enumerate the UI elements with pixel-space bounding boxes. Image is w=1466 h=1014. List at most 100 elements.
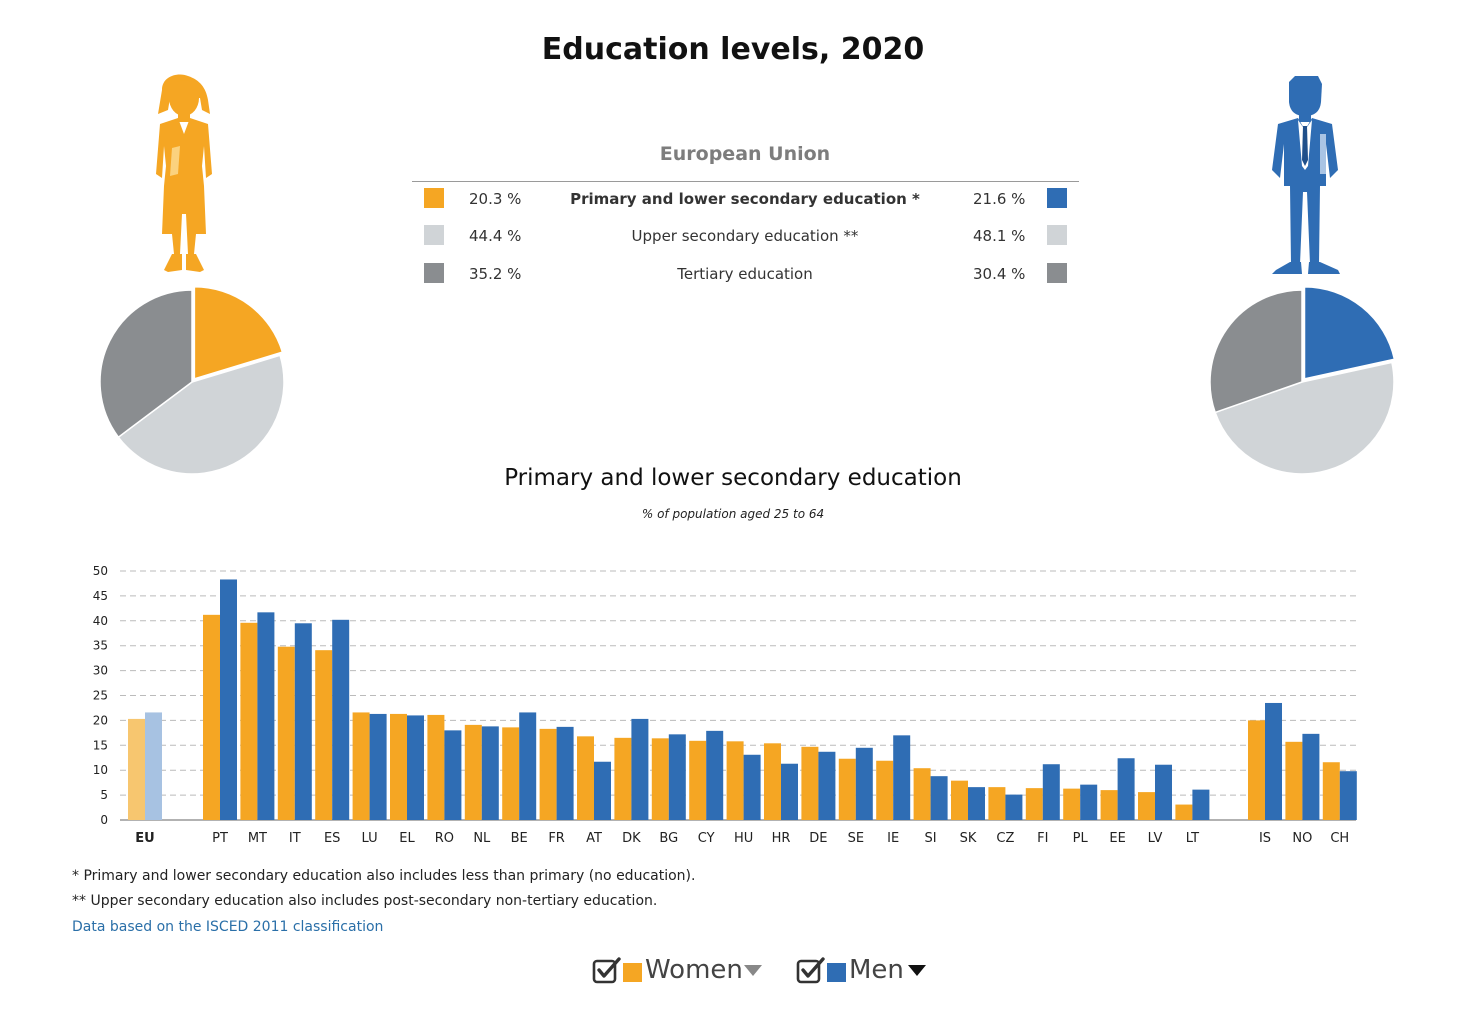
bar-de-men[interactable] <box>818 751 836 820</box>
bar-sk-women[interactable] <box>951 780 968 820</box>
bar-no-women[interactable] <box>1285 741 1303 820</box>
bar-ch-women[interactable] <box>1322 762 1340 820</box>
legend-value-women-upper: 44.4 % <box>469 227 522 245</box>
bar-it-women[interactable] <box>277 646 295 820</box>
bar-bg-men[interactable] <box>668 734 686 820</box>
bar-hu-men[interactable] <box>743 754 761 820</box>
bar-nl-women[interactable] <box>464 724 482 820</box>
bar-cy-men[interactable] <box>706 730 724 820</box>
y-tick-label: 0 <box>100 813 108 827</box>
bar-dk-women[interactable] <box>614 737 632 820</box>
pie-slice-men-upper-secondary <box>1214 361 1395 475</box>
bar-be-women[interactable] <box>502 727 520 820</box>
legend-label-primary: Primary and lower secondary education * <box>570 190 920 208</box>
bar-at-men[interactable] <box>594 761 611 820</box>
legend-value-men-upper: 48.1 % <box>973 227 1026 245</box>
bar-mt-men[interactable] <box>257 612 275 820</box>
bar-fr-men[interactable] <box>556 726 574 820</box>
bar-lt-women[interactable] <box>1175 804 1193 820</box>
bar-ee-men[interactable] <box>1117 758 1135 820</box>
legend-row-primary: 20.3 % Primary and lower secondary educa… <box>412 188 1079 218</box>
bar-eu-women[interactable] <box>128 718 145 820</box>
bar-cz-men[interactable] <box>1005 794 1023 820</box>
bar-fi-women[interactable] <box>1025 788 1043 820</box>
bar-lv-women[interactable] <box>1138 792 1155 820</box>
region-title: European Union <box>659 143 831 165</box>
bar-es-men[interactable] <box>332 619 350 820</box>
bar-sk-men[interactable] <box>968 787 985 820</box>
bar-si-men[interactable] <box>930 776 948 820</box>
legend-value-men-tertiary: 30.4 % <box>973 265 1026 283</box>
bar-hu-women[interactable] <box>726 741 744 820</box>
legend-swatch-men-upper <box>1047 225 1067 245</box>
bar-lv-men[interactable] <box>1155 764 1172 820</box>
x-tick-label: EU <box>135 831 154 846</box>
pie-chart-men <box>1209 286 1396 475</box>
legend-divider <box>412 181 1079 182</box>
bar-ie-men[interactable] <box>893 735 911 820</box>
legend-swatch-women-primary <box>424 188 444 208</box>
men-color-swatch <box>827 963 846 982</box>
women-series-toggle[interactable]: Women <box>592 955 767 989</box>
bar-nl-men[interactable] <box>481 726 499 820</box>
man-figure-icon <box>1272 76 1340 274</box>
bar-pl-women[interactable] <box>1063 788 1081 820</box>
isced-classification-link[interactable]: Data based on the ISCED 2011 classificat… <box>72 919 384 935</box>
bar-ro-women[interactable] <box>427 714 445 820</box>
bar-be-men[interactable] <box>519 712 537 820</box>
bar-de-women[interactable] <box>801 746 819 820</box>
men-series-toggle[interactable]: Men <box>796 955 936 989</box>
y-tick-label: 35 <box>93 639 108 653</box>
x-tick-label: RO <box>435 831 454 846</box>
legend-row-tertiary: 35.2 % Tertiary education 30.4 % <box>412 263 1079 293</box>
y-tick-label: 15 <box>93 738 108 752</box>
bar-lu-men[interactable] <box>369 713 387 820</box>
bar-ro-men[interactable] <box>444 730 462 820</box>
bar-ie-women[interactable] <box>876 760 894 820</box>
bar-lt-men[interactable] <box>1192 789 1210 820</box>
bar-at-women[interactable] <box>577 736 594 820</box>
bar-eu-men[interactable] <box>145 712 162 820</box>
bar-fi-men[interactable] <box>1042 764 1060 820</box>
bar-el-men[interactable] <box>407 715 424 820</box>
bar-el-women[interactable] <box>390 713 407 820</box>
checkbox-checked-icon[interactable] <box>592 957 622 985</box>
bar-se-men[interactable] <box>855 747 873 820</box>
bar-ch-men[interactable] <box>1339 771 1357 820</box>
x-tick-label: SK <box>960 831 977 846</box>
bar-cy-women[interactable] <box>689 740 707 820</box>
pie-chart-women <box>99 286 285 475</box>
bar-hr-men[interactable] <box>781 763 798 820</box>
bar-fr-women[interactable] <box>539 728 557 820</box>
bar-hr-women[interactable] <box>764 743 781 820</box>
legend-value-women-primary: 20.3 % <box>469 190 522 208</box>
x-tick-label: IS <box>1259 831 1271 846</box>
checkbox-checked-icon[interactable] <box>796 957 826 985</box>
bar-dk-men[interactable] <box>631 718 649 820</box>
bar-se-women[interactable] <box>838 758 856 820</box>
bar-pl-men[interactable] <box>1080 784 1098 820</box>
bar-lu-women[interactable] <box>352 712 370 820</box>
bar-is-men[interactable] <box>1265 702 1282 820</box>
x-tick-label: IT <box>289 831 301 846</box>
bar-cz-women[interactable] <box>988 787 1006 820</box>
bar-mt-women[interactable] <box>240 622 258 820</box>
x-tick-label: CY <box>698 831 715 846</box>
x-tick-label: DE <box>809 831 827 846</box>
pie-slice-men-tertiary <box>1209 289 1303 414</box>
bar-es-women[interactable] <box>315 650 333 820</box>
bar-it-men[interactable] <box>294 623 312 820</box>
y-tick-label: 30 <box>93 664 108 678</box>
bar-is-women[interactable] <box>1248 720 1265 820</box>
bar-si-women[interactable] <box>913 768 931 820</box>
women-toggle-label: Women <box>645 955 743 985</box>
footnote-upper-secondary: ** Upper secondary education also includ… <box>72 893 658 909</box>
bar-no-men[interactable] <box>1302 733 1320 820</box>
bar-pt-men[interactable] <box>220 579 237 820</box>
bar-chart: 0 5 10 15 20 25 30 35 40 45 50 EU PT MT IT ES LU EL RO NL BE… <box>93 564 1357 846</box>
chevron-down-icon[interactable] <box>908 965 926 976</box>
chevron-down-icon[interactable] <box>744 965 762 976</box>
bar-ee-women[interactable] <box>1100 790 1118 820</box>
bar-pt-women[interactable] <box>203 614 220 820</box>
bar-bg-women[interactable] <box>651 738 669 820</box>
